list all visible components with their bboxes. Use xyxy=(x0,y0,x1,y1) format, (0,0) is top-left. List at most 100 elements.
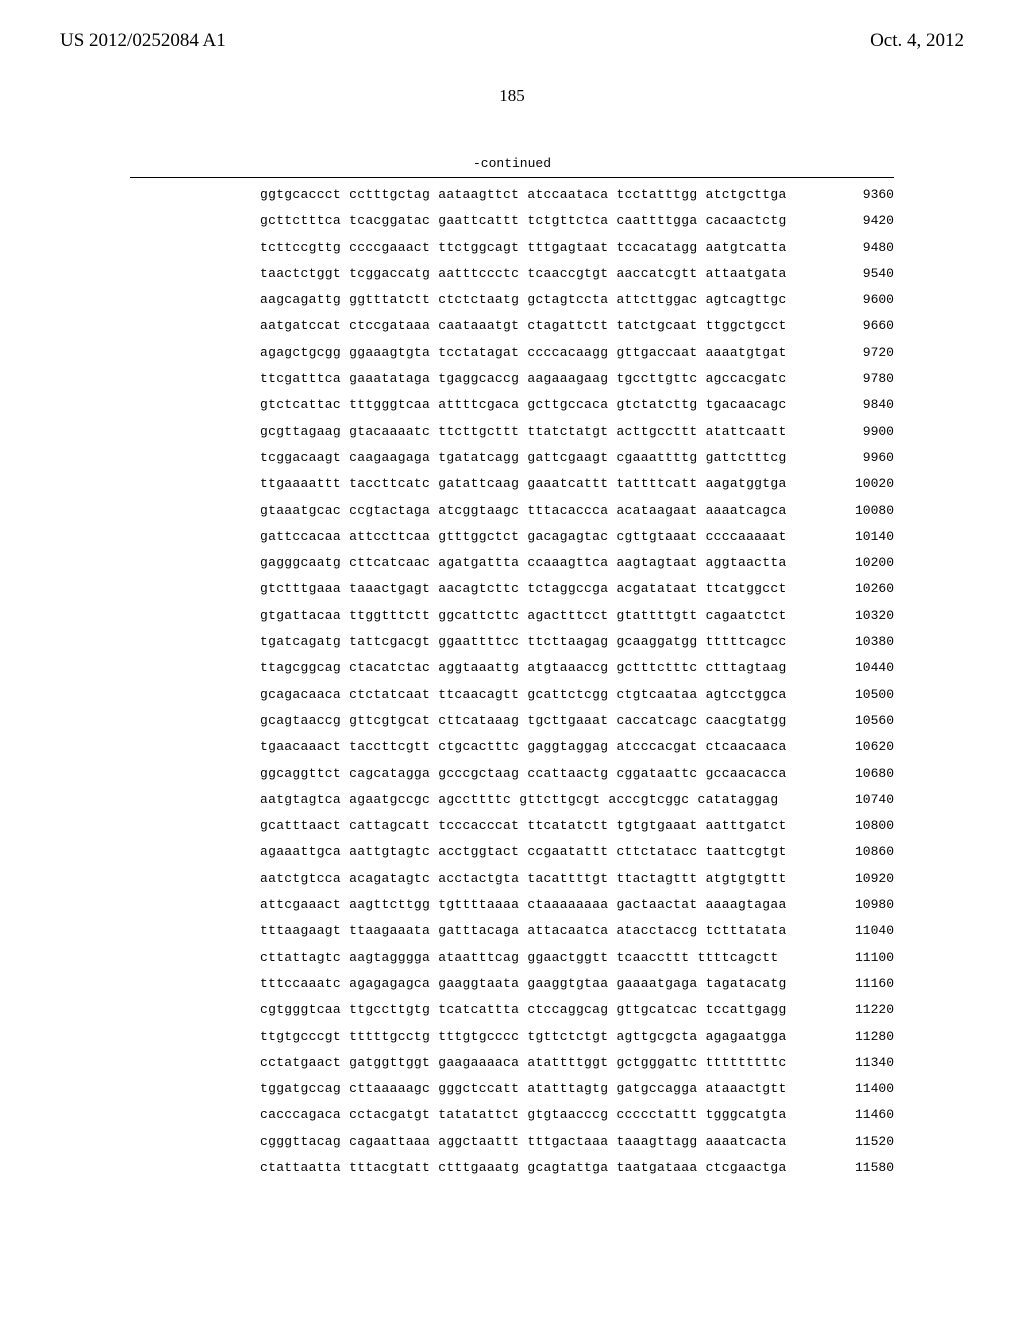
sequence-position: 11040 xyxy=(839,924,894,937)
sequence-text: cgggttacag cagaattaaa aggctaattt tttgact… xyxy=(260,1135,787,1148)
sequence-text: gtgattacaa ttggtttctt ggcattcttc agacttt… xyxy=(260,609,787,622)
sequence-row: tggatgccag cttaaaaagc gggctccatt atattta… xyxy=(260,1082,894,1095)
sequence-row: gtaaatgcac ccgtactaga atcggtaagc tttacac… xyxy=(260,504,894,517)
sequence-position: 10800 xyxy=(839,819,894,832)
sequence-row: gtctcattac tttgggtcaa attttcgaca gcttgcc… xyxy=(260,398,894,411)
sequence-row: gagggcaatg cttcatcaac agatgattta ccaaagt… xyxy=(260,556,894,569)
sequence-text: cgtgggtcaa ttgccttgtg tcatcattta ctccagg… xyxy=(260,1003,787,1016)
sequence-row: aatgtagtca agaatgccgc agccttttc gttcttgc… xyxy=(260,793,894,806)
sequence-position: 9840 xyxy=(839,398,894,411)
sequence-row: cacccagaca cctacgatgt tatatattct gtgtaac… xyxy=(260,1108,894,1121)
sequence-position: 9780 xyxy=(839,372,894,385)
sequence-row: ttagcggcag ctacatctac aggtaaattg atgtaaa… xyxy=(260,661,894,674)
sequence-text: tcggacaagt caagaagaga tgatatcagg gattcga… xyxy=(260,451,787,464)
sequence-position: 10680 xyxy=(839,767,894,780)
sequence-row: tcttccgttg ccccgaaact ttctggcagt tttgagt… xyxy=(260,241,894,254)
sequence-row: aatctgtcca acagatagtc acctactgta tacattt… xyxy=(260,872,894,885)
sequence-position: 9540 xyxy=(839,267,894,280)
sequence-position: 11340 xyxy=(839,1056,894,1069)
sequence-position: 9660 xyxy=(839,319,894,332)
sequence-position: 10380 xyxy=(839,635,894,648)
sequence-text: gagggcaatg cttcatcaac agatgattta ccaaagt… xyxy=(260,556,787,569)
sequence-row: gcttctttca tcacggatac gaattcattt tctgttc… xyxy=(260,214,894,227)
sequence-text: aatctgtcca acagatagtc acctactgta tacattt… xyxy=(260,872,787,885)
sequence-row: gtgattacaa ttggtttctt ggcattcttc agacttt… xyxy=(260,609,894,622)
sequence-row: cctatgaact gatggttggt gaagaaaaca atatttt… xyxy=(260,1056,894,1069)
sequence-row: tgaacaaact taccttcgtt ctgcactttc gaggtag… xyxy=(260,740,894,753)
sequence-position: 11220 xyxy=(839,1003,894,1016)
sequence-row: cgtgggtcaa ttgccttgtg tcatcattta ctccagg… xyxy=(260,1003,894,1016)
sequence-row: tgatcagatg tattcgacgt ggaattttcc ttcttaa… xyxy=(260,635,894,648)
sequence-position: 9420 xyxy=(839,214,894,227)
sequence-position: 10320 xyxy=(839,609,894,622)
sequence-row: taactctggt tcggaccatg aatttccctc tcaaccg… xyxy=(260,267,894,280)
sequence-row: tttccaaatc agagagagca gaaggtaata gaaggtg… xyxy=(260,977,894,990)
continued-label: -continued xyxy=(0,156,1024,171)
sequence-row: tttaagaagt ttaagaaata gatttacaga attacaa… xyxy=(260,924,894,937)
sequence-position: 11100 xyxy=(839,951,894,964)
sequence-position: 10440 xyxy=(839,661,894,674)
sequence-text: gtctcattac tttgggtcaa attttcgaca gcttgcc… xyxy=(260,398,787,411)
page-number: 185 xyxy=(0,86,1024,106)
sequence-text: gattccacaa attccttcaa gtttggctct gacagag… xyxy=(260,530,787,543)
sequence-position: 9900 xyxy=(839,425,894,438)
sequence-row: attcgaaact aagttcttgg tgttttaaaa ctaaaaa… xyxy=(260,898,894,911)
sequence-row: ttgtgcccgt tttttgcctg tttgtgcccc tgttctc… xyxy=(260,1030,894,1043)
sequence-text: ggcaggttct cagcatagga gcccgctaag ccattaa… xyxy=(260,767,787,780)
sequence-position: 10260 xyxy=(839,582,894,595)
sequence-row: aatgatccat ctccgataaa caataaatgt ctagatt… xyxy=(260,319,894,332)
sequence-position: 10980 xyxy=(839,898,894,911)
sequence-position: 10620 xyxy=(839,740,894,753)
sequence-text: ggtgcaccct cctttgctag aataagttct atccaat… xyxy=(260,188,787,201)
sequence-text: gtctttgaaa taaactgagt aacagtcttc tctaggc… xyxy=(260,582,787,595)
sequence-text: gcttctttca tcacggatac gaattcattt tctgttc… xyxy=(260,214,787,227)
publication-date: Oct. 4, 2012 xyxy=(870,30,964,52)
sequence-text: agagctgcgg ggaaagtgta tcctatagat ccccaca… xyxy=(260,346,787,359)
sequence-text: tgaacaaact taccttcgtt ctgcactttc gaggtag… xyxy=(260,740,787,753)
sequence-position: 11520 xyxy=(839,1135,894,1148)
sequence-position: 10740 xyxy=(839,793,894,806)
sequence-text: tgatcagatg tattcgacgt ggaattttcc ttcttaa… xyxy=(260,635,787,648)
sequence-position: 11460 xyxy=(839,1108,894,1121)
sequence-text: ttgtgcccgt tttttgcctg tttgtgcccc tgttctc… xyxy=(260,1030,787,1043)
sequence-text: cctatgaact gatggttggt gaagaaaaca atatttt… xyxy=(260,1056,787,1069)
sequence-text: ctattaatta tttacgtatt ctttgaaatg gcagtat… xyxy=(260,1161,787,1174)
sequence-text: tggatgccag cttaaaaagc gggctccatt atattta… xyxy=(260,1082,787,1095)
sequence-position: 9600 xyxy=(839,293,894,306)
sequence-text: attcgaaact aagttcttgg tgttttaaaa ctaaaaa… xyxy=(260,898,787,911)
sequence-position: 11280 xyxy=(839,1030,894,1043)
sequence-position: 9960 xyxy=(839,451,894,464)
sequence-row: ttgaaaattt taccttcatc gatattcaag gaaatca… xyxy=(260,477,894,490)
sequence-position: 9480 xyxy=(839,241,894,254)
sequence-text: ttcgatttca gaaatataga tgaggcaccg aagaaag… xyxy=(260,372,787,385)
sequence-position: 9720 xyxy=(839,346,894,359)
sequence-row: ggcaggttct cagcatagga gcccgctaag ccattaa… xyxy=(260,767,894,780)
sequence-row: gcatttaact cattagcatt tcccacccat ttcatat… xyxy=(260,819,894,832)
sequence-row: gcgttagaag gtacaaaatc ttcttgcttt ttatcta… xyxy=(260,425,894,438)
sequence-row: aagcagattg ggtttatctt ctctctaatg gctagtc… xyxy=(260,293,894,306)
sequence-text: aagcagattg ggtttatctt ctctctaatg gctagtc… xyxy=(260,293,787,306)
sequence-position: 10920 xyxy=(839,872,894,885)
sequence-text: gcagtaaccg gttcgtgcat cttcataaag tgcttga… xyxy=(260,714,787,727)
sequence-row: ggtgcaccct cctttgctag aataagttct atccaat… xyxy=(260,188,894,201)
sequence-position: 10500 xyxy=(839,688,894,701)
sequence-row: cgggttacag cagaattaaa aggctaattt tttgact… xyxy=(260,1135,894,1148)
sequence-row: cttattagtc aagtagggga ataatttcag ggaactg… xyxy=(260,951,894,964)
sequence-position: 10860 xyxy=(839,845,894,858)
sequence-text: gcatttaact cattagcatt tcccacccat ttcatat… xyxy=(260,819,787,832)
sequence-position: 10200 xyxy=(839,556,894,569)
sequence-row: ttcgatttca gaaatataga tgaggcaccg aagaaag… xyxy=(260,372,894,385)
sequence-row: gcagacaaca ctctatcaat ttcaacagtt gcattct… xyxy=(260,688,894,701)
sequence-text: aatgatccat ctccgataaa caataaatgt ctagatt… xyxy=(260,319,787,332)
sequence-position: 11400 xyxy=(839,1082,894,1095)
sequence-text: tttccaaatc agagagagca gaaggtaata gaaggtg… xyxy=(260,977,787,990)
sequence-position: 11160 xyxy=(839,977,894,990)
sequence-text: tcttccgttg ccccgaaact ttctggcagt tttgagt… xyxy=(260,241,787,254)
sequence-text: aatgtagtca agaatgccgc agccttttc gttcttgc… xyxy=(260,793,778,806)
sequence-position: 10080 xyxy=(839,504,894,517)
sequence-row: gtctttgaaa taaactgagt aacagtcttc tctaggc… xyxy=(260,582,894,595)
sequence-text: gcgttagaag gtacaaaatc ttcttgcttt ttatcta… xyxy=(260,425,787,438)
sequence-text: taactctggt tcggaccatg aatttccctc tcaaccg… xyxy=(260,267,787,280)
sequence-text: tttaagaagt ttaagaaata gatttacaga attacaa… xyxy=(260,924,787,937)
sequence-position: 11580 xyxy=(839,1161,894,1174)
